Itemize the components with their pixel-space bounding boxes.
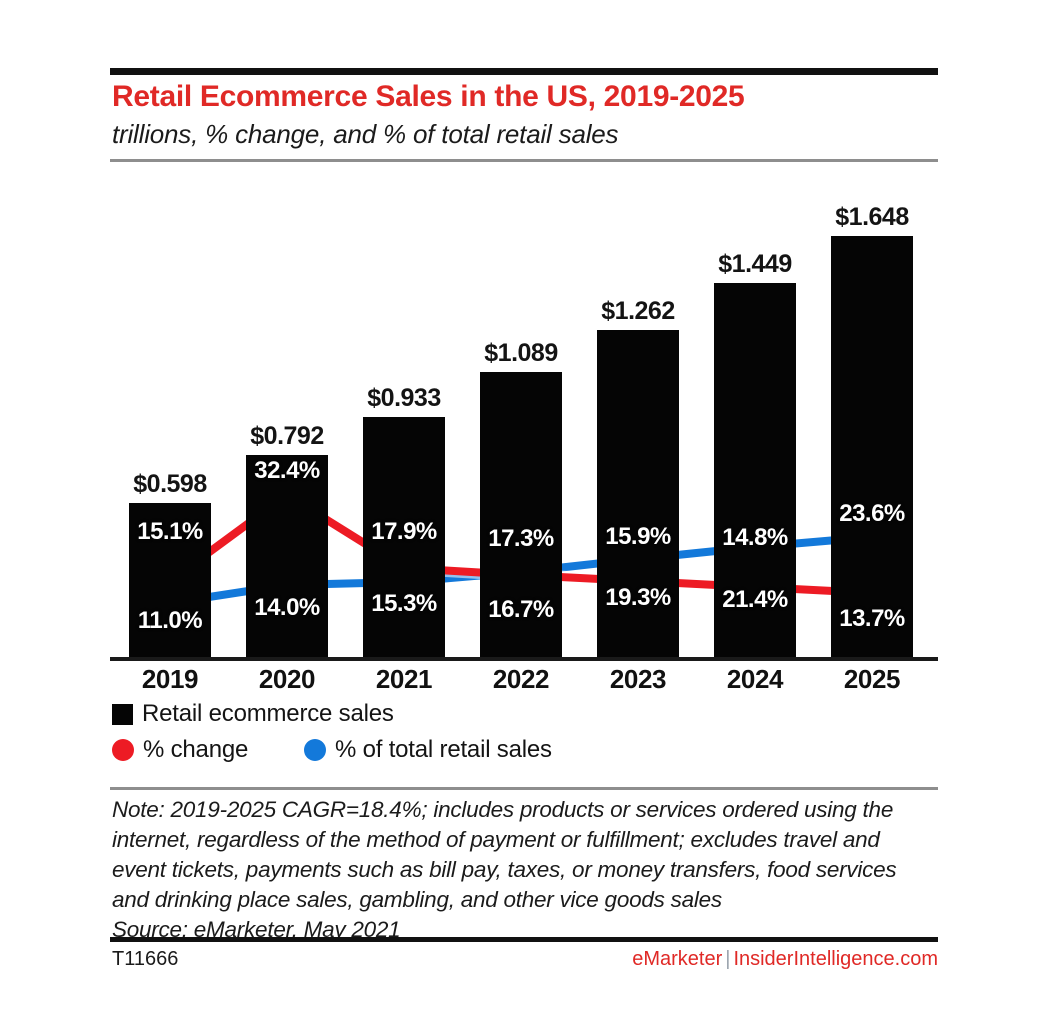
x-tick-2022: 2022 [492,664,550,694]
change-series-label-2024: 14.8% [722,524,788,551]
page-title: Retail Ecommerce Sales in the US, 2019-2… [112,80,745,113]
footer-separator: | [725,948,731,970]
legend-share-dot-icon [304,739,326,761]
bar-2022 [480,372,562,657]
bar-2023 [597,330,679,657]
plot-area: $0.598 $0.792 $0.933 $1.089 $1.262 $1.449 $1.6… [0,170,1047,690]
share-series-label-2024: 21.4% [722,586,788,613]
x-tick-2025: 2025 [843,664,901,694]
note-line-3: event tickets, payments such as bill pay… [112,857,897,882]
x-tick-2020: 2020 [258,664,316,694]
share-series-label-2019: 11.0% [137,607,203,634]
share-series-label-2021: 15.3% [371,590,437,617]
change-series-label-2025: 13.7% [839,605,905,632]
page-subtitle: trillions, % change, and % of total reta… [112,119,619,149]
header-bottom-rule [110,159,938,162]
x-tick-2019: 2019 [141,664,199,694]
legend-share-label: % of total retail sales [335,736,552,763]
legend-item-share: % of total retail sales [304,736,552,764]
change-series-label-2019: 15.1% [137,518,203,545]
change-series-label-2021: 17.9% [371,518,437,545]
note-top-rule [110,787,938,790]
footer-chart-id: T11666 [112,948,179,970]
legend-bars-label: Retail ecommerce sales [142,700,394,727]
bar-value-label-2022: $1.089 [484,339,558,367]
bar-value-label-2021: $0.933 [367,384,441,412]
bar-2024 [714,283,796,657]
change-series-label-2022: 17.3% [488,525,554,552]
bar-value-label-2019: $0.598 [133,470,207,498]
bar-value-label-2024: $1.449 [718,250,792,278]
x-axis-line [110,657,938,661]
share-series-label-2023: 19.3% [605,584,671,611]
share-series-label-2022: 16.7% [488,596,554,623]
bar-2020 [246,455,328,657]
note-line-4: and drinking place sales, gambling, and … [112,887,722,912]
share-series-label-2020: 14.0% [254,594,320,621]
note-line-1: Note: 2019-2025 CAGR=18.4%; includes pro… [112,797,894,822]
bar-2019 [129,503,211,657]
legend-change-dot-icon [112,739,134,761]
footer-rule [110,937,938,942]
note-line-2: internet, regardless of the method of pa… [112,827,880,852]
footer-site-link[interactable]: InsiderIntelligence.com [733,948,938,970]
x-tick-2023: 2023 [609,664,667,694]
chart-note: Note: 2019-2025 CAGR=18.4%; includes pro… [112,795,938,945]
bar-value-label-2020: $0.792 [250,422,324,450]
change-series-label-2020: 32.4% [254,457,320,484]
change-series-label-2023: 15.9% [605,523,671,550]
footer-brand-name: eMarketer [632,948,723,970]
legend-change-label: % change [143,736,249,763]
bar-value-label-2023: $1.262 [601,297,675,325]
chart-area: $0.598 $0.792 $0.933 $1.089 $1.262 $1.449 $1.6… [0,170,1047,694]
x-tick-2021: 2021 [375,664,433,694]
bar-value-label-2025: $1.648 [835,203,909,231]
legend-item-change: % change [112,736,248,764]
x-tick-2024: 2024 [726,664,784,694]
footer-brand: eMarketer | InsiderIntelligence.com [632,948,938,971]
legend-bar-swatch-icon [112,703,133,725]
share-series-label-2025: 23.6% [839,500,905,527]
header-top-rule [110,68,938,75]
bar-2025 [831,236,913,657]
bar-2021 [363,417,445,657]
legend-item-bars: Retail ecommerce sales [112,700,394,728]
